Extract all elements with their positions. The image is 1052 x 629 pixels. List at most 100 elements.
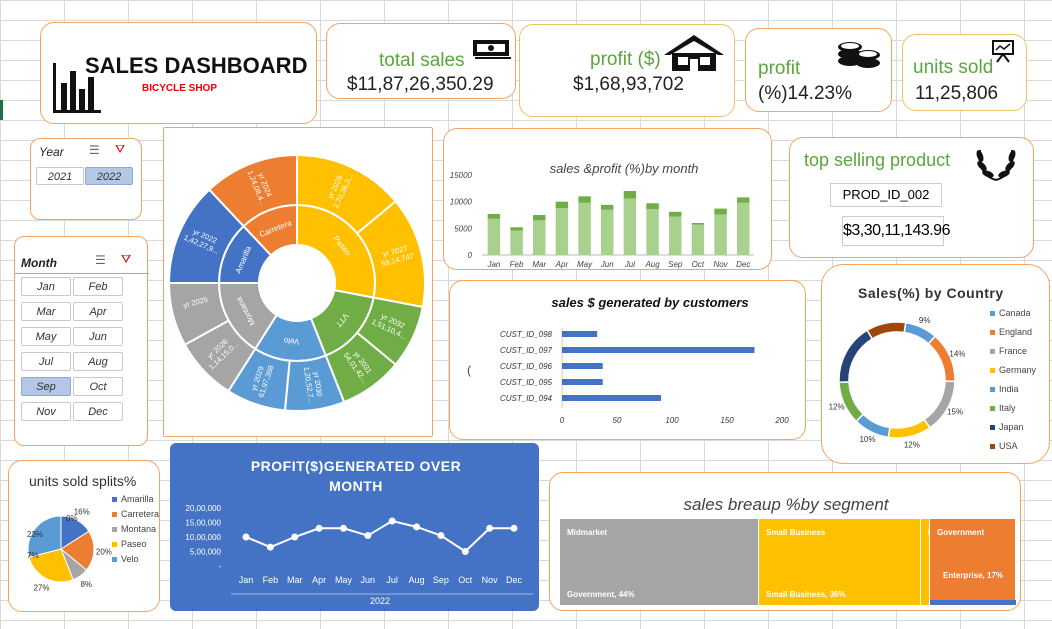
y-tick-label: 10,00,000 bbox=[185, 533, 221, 542]
month-button-feb[interactable]: Feb bbox=[73, 277, 123, 296]
month-button-apr[interactable]: Apr bbox=[73, 302, 123, 321]
country-donut-slice bbox=[838, 329, 874, 384]
country-sales-chart-card: Sales(%) by Country 9% 14% 15% 12% 10% 12% Ca… bbox=[821, 264, 1050, 464]
legend-swatch bbox=[112, 497, 117, 503]
x-tick-label: 50 bbox=[613, 416, 622, 425]
legend-label: Carretera bbox=[121, 509, 160, 519]
legend-swatch bbox=[990, 330, 995, 336]
legend-label: Velo bbox=[121, 554, 139, 564]
profit-point bbox=[486, 524, 494, 532]
country-value-label: 15% bbox=[947, 407, 963, 416]
legend-item: Paseo bbox=[112, 538, 159, 550]
treemap-name: Small Business bbox=[766, 528, 826, 537]
country-legend: Canada England France Germany India Italy Japa… bbox=[990, 304, 1036, 456]
y-tick-label: CUST_ID_096 bbox=[500, 362, 553, 371]
multi-select-icon[interactable]: ☰ bbox=[89, 143, 100, 157]
sales-bar bbox=[487, 218, 501, 255]
legend-swatch bbox=[990, 349, 995, 355]
year-button-2022[interactable]: 2022 bbox=[85, 167, 133, 185]
month-button-sep[interactable]: Sep bbox=[21, 377, 71, 396]
legend-label: Canada bbox=[999, 308, 1031, 318]
x-tick-label: Feb bbox=[263, 575, 279, 585]
legend-item: Amarilla bbox=[112, 493, 159, 505]
header-card: SALES DASHBOARD BICYCLE SHOP bbox=[40, 22, 317, 124]
sunburst-year-label: yr 2030 bbox=[312, 371, 324, 397]
customer-bar bbox=[562, 331, 598, 337]
month-button-aug[interactable]: Aug bbox=[73, 352, 123, 371]
profit-bar bbox=[555, 201, 569, 209]
legend-label: England bbox=[999, 327, 1033, 337]
legend-label: USA bbox=[999, 441, 1018, 451]
profit-line bbox=[245, 519, 514, 553]
x-tick-label: May bbox=[577, 260, 593, 269]
month-slicer: Month ☰ ⛛ Jan Feb Mar Apr May Jun Jul Aug Sep Oct… bbox=[14, 236, 149, 446]
kpi-profit-pct-card: profit (%)14.23% bbox=[745, 28, 892, 112]
legend-label: India bbox=[999, 384, 1019, 394]
x-tick-label: Aug bbox=[644, 260, 660, 269]
kpi-profit-amount-label: profit ($) bbox=[590, 49, 661, 70]
profit-point bbox=[510, 524, 518, 532]
legend-swatch bbox=[990, 406, 995, 412]
legend-item: Montana bbox=[112, 523, 159, 535]
y-tick-label: - bbox=[218, 562, 221, 571]
legend-item: India bbox=[990, 380, 1036, 399]
profit-point bbox=[364, 532, 372, 540]
profit-bar bbox=[623, 191, 637, 199]
month-button-jan[interactable]: Jan bbox=[21, 277, 71, 296]
profit-bar bbox=[691, 223, 705, 225]
month-button-jun[interactable]: Jun bbox=[73, 327, 123, 346]
x-tick-label: Dec bbox=[506, 575, 523, 585]
country-donut-slice bbox=[927, 335, 956, 383]
legend-label: Montana bbox=[121, 524, 157, 534]
profit-bar bbox=[601, 204, 614, 210]
y-tick-label: 5000 bbox=[454, 224, 472, 233]
bar-chart-logo-icon bbox=[53, 63, 101, 113]
month-button-nov[interactable]: Nov bbox=[21, 402, 71, 421]
kpi-total-sales-label: total sales bbox=[379, 50, 465, 71]
chart-title: Sales(%) by Country bbox=[858, 285, 1004, 301]
customer-bar bbox=[562, 347, 755, 353]
clear-filter-icon[interactable]: ⛛ bbox=[115, 142, 126, 156]
multi-select-icon[interactable]: ☰ bbox=[95, 253, 106, 267]
customer-bar bbox=[562, 395, 661, 401]
legend-swatch bbox=[990, 444, 995, 450]
x-tick-label: Jul bbox=[624, 260, 635, 269]
y-tick-label: CUST_ID_094 bbox=[500, 394, 553, 403]
clear-filter-icon[interactable]: ⛛ bbox=[121, 252, 132, 266]
month-button-may[interactable]: May bbox=[21, 327, 71, 346]
country-value-label: 9% bbox=[919, 316, 931, 325]
month-button-dec[interactable]: Dec bbox=[73, 402, 123, 421]
y-tick-label: 0 bbox=[468, 251, 473, 260]
y-tick-label: 15000 bbox=[450, 171, 473, 180]
profit-bar bbox=[646, 203, 659, 210]
y-tick-label: CUST_ID_098 bbox=[500, 330, 553, 339]
month-button-mar[interactable]: Mar bbox=[21, 302, 71, 321]
y-tick-label: 5,00,000 bbox=[190, 548, 222, 557]
x-tick-label: Dec bbox=[736, 260, 750, 269]
top-product-title: top selling product bbox=[804, 150, 951, 170]
units-value-label: 8% bbox=[80, 580, 92, 589]
customer-bar bbox=[562, 363, 603, 369]
country-value-label: 12% bbox=[904, 440, 920, 449]
month-button-jul[interactable]: Jul bbox=[21, 352, 71, 371]
segment-treemap-card: sales breaup %by segment Midmarket Govern… bbox=[549, 472, 1021, 611]
year-button-2021[interactable]: 2021 bbox=[36, 167, 84, 185]
treemap-block: M bbox=[921, 519, 935, 605]
treemap-block: Small Business Small Business, 36% bbox=[759, 519, 921, 605]
profit-point bbox=[266, 543, 274, 551]
sales-bar bbox=[623, 198, 637, 255]
legend-item: Italy bbox=[990, 399, 1036, 418]
month-slicer-title: Month bbox=[21, 256, 57, 270]
sales-bar bbox=[510, 230, 523, 255]
legend-swatch bbox=[112, 557, 117, 563]
units-split-chart-card: units sold splits% 16% 20% 8% 27% 0% 23% 7% Am… bbox=[8, 460, 160, 612]
profit-bar bbox=[578, 196, 591, 203]
profit-point bbox=[437, 532, 445, 540]
x-tick-label: Oct bbox=[692, 260, 705, 269]
profit-bar bbox=[737, 197, 750, 203]
month-button-oct[interactable]: Oct bbox=[73, 377, 123, 396]
x-tick-label: May bbox=[335, 575, 353, 585]
kpi-profit-pct-value: (%)14.23% bbox=[758, 83, 852, 104]
x-tick-label: 100 bbox=[665, 416, 679, 425]
units-split-pie-chart: 16% 20% 8% 27% 0% 23% 7% bbox=[27, 507, 112, 592]
